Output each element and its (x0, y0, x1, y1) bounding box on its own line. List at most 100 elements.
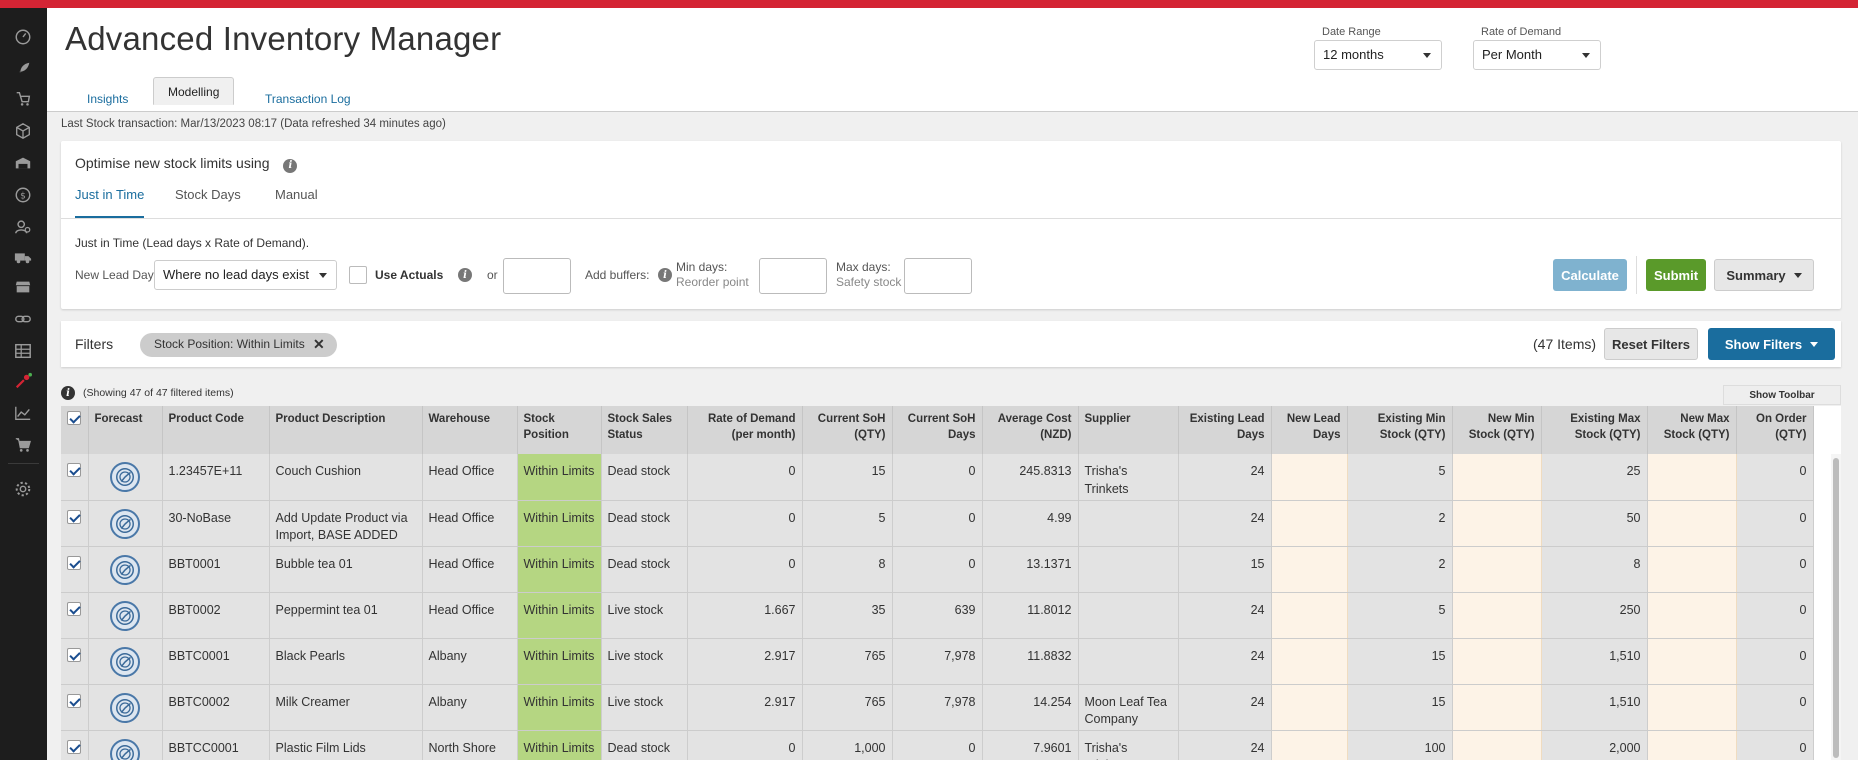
tab-insights[interactable]: Insights (87, 92, 129, 106)
row-checkbox[interactable] (67, 647, 82, 662)
col-header-average-cost[interactable]: Average Cost (NZD) (982, 406, 1079, 454)
forecast-chart-icon[interactable] (110, 692, 140, 723)
new-max-stock-cell[interactable] (1647, 500, 1737, 547)
forecast-chart-icon[interactable] (110, 646, 140, 677)
lead-days-select[interactable]: Where no lead days exist (154, 260, 337, 290)
info-icon[interactable]: i (283, 158, 298, 173)
col-header-current-soh-days[interactable]: Current SoH Days (892, 406, 983, 454)
col-header-product-code[interactable]: Product Code (162, 406, 270, 454)
new-lead-days-cell[interactable] (1271, 546, 1348, 593)
info-icon[interactable]: i (458, 268, 472, 282)
new-lead-days-cell[interactable] (1271, 454, 1348, 501)
col-header-new-min-stock[interactable]: New Min Stock (QTY) (1452, 406, 1542, 454)
new-min-stock-cell[interactable] (1452, 546, 1542, 593)
use-actuals-checkbox[interactable] (349, 266, 367, 284)
row-checkbox[interactable] (67, 509, 82, 524)
new-min-stock-cell[interactable] (1452, 684, 1542, 731)
product-code-cell[interactable]: BBTC0002 (162, 684, 270, 731)
truck-icon[interactable] (12, 246, 34, 268)
close-icon[interactable]: ✕ (312, 336, 325, 352)
col-header-product-description[interactable]: Product Description (269, 406, 423, 454)
row-checkbox[interactable] (67, 555, 82, 570)
new-min-stock-cell[interactable] (1452, 730, 1542, 760)
new-lead-days-cell[interactable] (1271, 638, 1348, 685)
show-filters-button[interactable]: Show Filters (1708, 328, 1835, 360)
tab-just-in-time[interactable]: Just in Time (75, 187, 145, 218)
table-icon[interactable] (12, 340, 34, 362)
rate-of-demand-dropdown[interactable]: Per Month (1473, 40, 1601, 70)
chart-icon[interactable] (12, 402, 34, 424)
row-checkbox[interactable] (67, 463, 82, 477)
summary-button[interactable]: Summary (1714, 259, 1814, 291)
date-range-dropdown[interactable]: 12 months (1314, 40, 1442, 70)
col-header-new-max-stock[interactable]: New Max Stock (QTY) (1647, 406, 1737, 454)
forecast-chart-icon[interactable] (110, 600, 140, 631)
product-code-cell[interactable]: BBT0002 (162, 592, 270, 639)
box-icon[interactable] (12, 120, 34, 142)
new-lead-days-cell[interactable] (1271, 592, 1348, 639)
col-header-supplier[interactable]: Supplier (1078, 406, 1179, 454)
rocket-icon[interactable] (12, 58, 34, 80)
warehouse-icon[interactable] (12, 152, 34, 174)
forecast-chart-icon[interactable] (110, 554, 140, 585)
new-max-stock-cell[interactable] (1647, 592, 1737, 639)
col-header-existing-lead-days[interactable]: Existing Lead Days (1178, 406, 1272, 454)
col-header-stock-position[interactable]: Stock Position (517, 406, 602, 454)
forecast-chart-icon[interactable] (110, 462, 140, 492)
settings-gear-icon[interactable] (12, 478, 34, 500)
link-icon[interactable] (12, 308, 34, 330)
col-header-stock-sales-status[interactable]: Stock Sales Status (601, 406, 688, 454)
new-max-stock-cell[interactable] (1647, 684, 1737, 731)
min-days-input[interactable] (759, 258, 827, 294)
forecast-chart-icon[interactable] (110, 738, 140, 760)
scrollbar-thumb[interactable] (1833, 458, 1839, 758)
col-header-existing-max-stock[interactable]: Existing Max Stock (QTY) (1541, 406, 1648, 454)
show-toolbar-button[interactable]: Show Toolbar (1723, 385, 1841, 405)
new-min-stock-cell[interactable] (1452, 638, 1542, 685)
new-max-stock-cell[interactable] (1647, 546, 1737, 593)
customers-icon[interactable] (12, 216, 34, 238)
new-min-stock-cell[interactable] (1452, 500, 1542, 547)
dashboard-icon[interactable] (12, 26, 34, 48)
row-checkbox[interactable] (67, 693, 82, 708)
new-lead-days-cell[interactable] (1271, 500, 1348, 547)
dollar-icon[interactable]: $ (12, 184, 34, 206)
table-row[interactable]: BBTCC0001 Plastic Film Lids North Shore … (61, 730, 1814, 760)
store-icon[interactable] (12, 276, 34, 298)
col-header-rate-of-demand[interactable]: Rate of Demand (per month) (687, 406, 803, 454)
col-header-new-lead-days[interactable]: New Lead Days (1271, 406, 1348, 454)
row-checkbox[interactable] (67, 601, 82, 616)
tab-transaction-log[interactable]: Transaction Log (265, 92, 351, 106)
new-lead-days-cell[interactable] (1271, 684, 1348, 731)
reset-filters-button[interactable]: Reset Filters (1604, 328, 1698, 360)
table-row[interactable]: 30-NoBase Add Update Product via Import,… (61, 500, 1814, 547)
tab-stock-days[interactable]: Stock Days (175, 187, 241, 202)
product-code-cell[interactable]: BBTC0001 (162, 638, 270, 685)
product-code-cell[interactable]: BBT0001 (162, 546, 270, 593)
tab-modelling[interactable]: Modelling (153, 77, 235, 105)
col-header-on-order[interactable]: On Order (QTY) (1736, 406, 1814, 454)
info-icon[interactable]: i (658, 268, 672, 282)
col-header-forecast[interactable]: Forecast (88, 406, 163, 454)
row-checkbox[interactable] (67, 739, 82, 754)
inventory-manager-icon[interactable] (12, 370, 34, 392)
lead-days-input[interactable] (503, 258, 571, 294)
max-days-input[interactable] (904, 258, 972, 294)
table-row[interactable]: BBT0002 Peppermint tea 01 Head Office Wi… (61, 592, 1814, 639)
table-row[interactable]: BBTC0002 Milk Creamer Albany Within Limi… (61, 684, 1814, 731)
submit-button[interactable]: Submit (1646, 259, 1706, 291)
col-header-current-soh-qty[interactable]: Current SoH (QTY) (802, 406, 893, 454)
product-code-cell[interactable]: 30-NoBase (162, 500, 270, 547)
cart-in-icon[interactable] (12, 88, 34, 110)
table-row[interactable]: 1.23457E+11 Couch Cushion Head Office Wi… (61, 454, 1814, 501)
select-all-checkbox[interactable] (67, 411, 82, 425)
filter-chip-stock-position[interactable]: Stock Position: Within Limits ✕ (140, 333, 337, 357)
tab-manual[interactable]: Manual (275, 187, 318, 202)
table-row[interactable]: BBT0001 Bubble tea 01 Head Office Within… (61, 546, 1814, 593)
info-icon[interactable]: i (61, 386, 75, 400)
calculate-button[interactable]: Calculate (1553, 259, 1627, 291)
product-code-cell[interactable]: BBTCC0001 (162, 730, 270, 760)
product-code-cell[interactable]: 1.23457E+11 (162, 454, 270, 501)
col-header-existing-min-stock[interactable]: Existing Min Stock (QTY) (1347, 406, 1453, 454)
new-min-stock-cell[interactable] (1452, 592, 1542, 639)
